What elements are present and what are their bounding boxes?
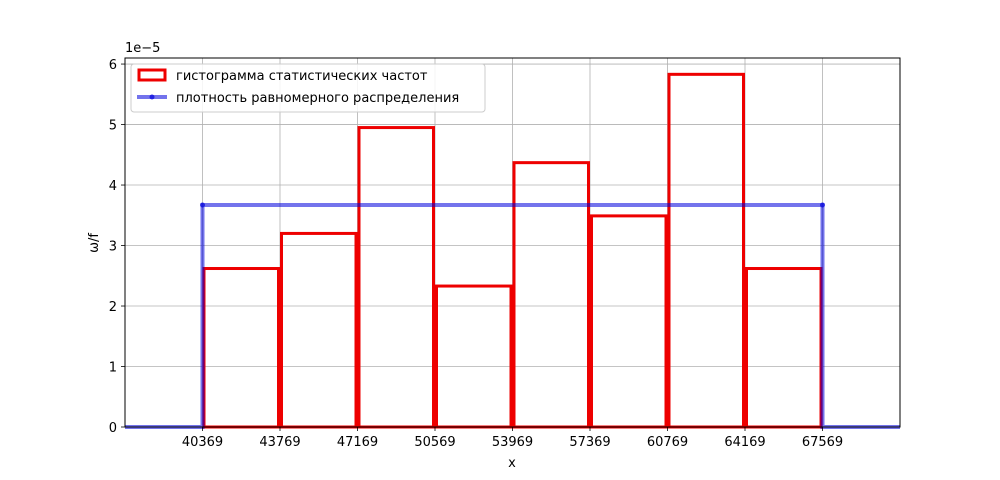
y-tick-label: 2 [109,300,117,315]
x-tick-label: 43769 [259,435,300,450]
density-point [200,202,205,208]
histogram-bar [435,284,513,429]
y-tick-label: 0 [109,421,117,436]
legend-box [130,63,486,113]
y-tick-label: 6 [109,58,117,73]
y-tick-label: 3 [109,240,117,255]
histogram-bar [590,214,668,429]
histogram-bar [357,126,435,429]
histogram-bar [202,267,280,429]
y-tick-label: 4 [109,179,117,194]
y-offset-label: 1e−5 [125,41,160,56]
histogram-bar [280,231,358,429]
y-tick-label: 5 [109,119,117,134]
x-axis-label: x [508,456,516,471]
histogram-bar [745,267,823,429]
x-tick-label: 53969 [492,435,533,450]
legend: гистограмма статистических частот плотно… [130,63,486,113]
x-ticks: 40369 43769 47169 50569 53969 57369 60769 64169… [182,427,843,450]
legend-marker-density [149,94,155,100]
x-tick-label: 40369 [182,435,223,450]
legend-entry-density: плотность равномерного распределения [176,91,459,106]
y-tick-label: 1 [109,361,117,376]
legend-entry-histogram: гистограмма статистических частот [176,69,428,84]
histogram-bar [512,161,590,429]
x-tick-label: 67569 [802,435,843,450]
x-tick-label: 64169 [724,435,765,450]
y-axis-label: ω/f [87,233,102,253]
legend-swatch-histogram [137,68,167,82]
density-point [820,202,825,208]
histogram-bar [667,72,745,429]
x-tick-label: 47169 [337,435,378,450]
x-tick-label: 50569 [414,435,455,450]
y-ticks: 0 1 2 3 4 5 6 [109,58,125,436]
x-tick-label: 60769 [647,435,688,450]
histogram-bars [202,72,823,429]
x-tick-label: 57369 [569,435,610,450]
